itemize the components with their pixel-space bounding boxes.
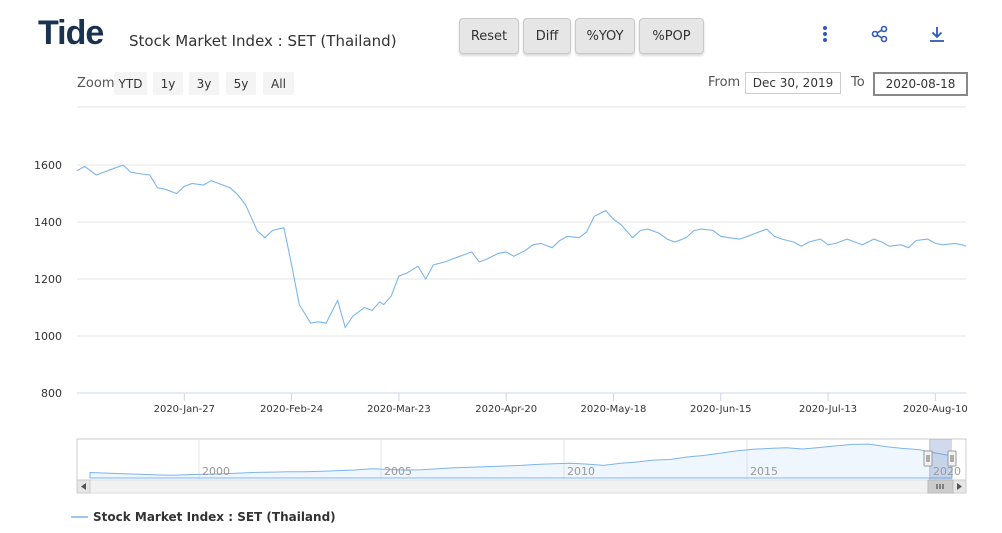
navigator-right-handle[interactable] <box>947 450 957 467</box>
x-tick-label: 2020-May-18 <box>581 404 647 415</box>
to-date-input[interactable]: 2020-08-18 <box>873 72 968 96</box>
navigator-year-label: 2010 <box>567 465 595 478</box>
series-line <box>76 164 967 329</box>
y-tick-label: 1000 <box>34 330 62 343</box>
chart-title: Stock Market Index : SET (Thailand) <box>129 32 397 50</box>
y-tick-label: 800 <box>41 387 62 400</box>
to-label: To <box>851 75 865 90</box>
x-tick-label: 2020-Jan-27 <box>154 404 215 415</box>
share-icon[interactable] <box>866 20 894 48</box>
zoom-ytd-button[interactable]: YTD <box>114 72 147 95</box>
zoom-1y-button[interactable]: 1y <box>153 72 183 95</box>
legend[interactable]: Stock Market Index : SET (Thailand) <box>71 510 336 524</box>
legend-label[interactable]: Stock Market Index : SET (Thailand) <box>93 510 336 524</box>
grid-lines <box>77 164 966 394</box>
navigator-year-label: 2000 <box>202 465 230 478</box>
tide-logo: Tide <box>38 14 104 52</box>
diff-button[interactable]: Diff <box>523 18 571 54</box>
download-icon[interactable] <box>923 20 951 48</box>
from-date-input[interactable]: Dec 30, 2019 <box>745 72 841 94</box>
navigator[interactable]: 2000 2005 2010 2015 2020 <box>76 438 967 481</box>
navigator-area <box>89 443 953 479</box>
x-tick-label: 2020-Mar-23 <box>367 404 431 415</box>
x-axis-ticks: 2020-Jan-27 2020-Feb-24 2020-Mar-23 2020-Ap… <box>154 393 968 415</box>
pop-button[interactable]: %POP <box>639 18 704 54</box>
zoom-all-button[interactable]: All <box>263 72 294 95</box>
navigator-selection[interactable] <box>929 439 952 480</box>
scrollbar[interactable] <box>76 479 967 494</box>
navigator-left-handle[interactable] <box>923 450 933 467</box>
y-tick-label: 1400 <box>34 216 62 229</box>
from-label: From <box>708 75 741 90</box>
yoy-button[interactable]: %YOY <box>575 18 635 54</box>
x-tick-label: 2020-Jul-13 <box>799 404 857 415</box>
x-tick-label: 2020-Apr-20 <box>475 404 537 415</box>
navigator-labels: 2000 2005 2010 2015 2020 <box>202 465 961 478</box>
navigator-year-label: 2005 <box>384 465 412 478</box>
x-tick-label: 2020-Jun-15 <box>690 404 752 415</box>
y-tick-label: 1200 <box>34 273 62 286</box>
x-tick-label: 2020-Aug-10 <box>903 404 968 415</box>
zoom-3y-button[interactable]: 3y <box>189 72 219 95</box>
navigator-frame <box>76 438 967 481</box>
navigator-year-label: 2020 <box>933 465 961 478</box>
scrollbar-track[interactable] <box>76 479 967 494</box>
y-tick-label: 1600 <box>34 159 62 172</box>
navigator-year-label: 2015 <box>750 465 778 478</box>
reset-button[interactable]: Reset <box>459 18 519 54</box>
y-axis-ticks: 800 1000 1200 1400 1600 <box>34 159 62 400</box>
x-tick-label: 2020-Feb-24 <box>260 404 323 415</box>
zoom-label: Zoom <box>77 76 115 91</box>
vertical-dots-icon[interactable] <box>811 20 839 48</box>
zoom-5y-button[interactable]: 5y <box>226 72 256 95</box>
